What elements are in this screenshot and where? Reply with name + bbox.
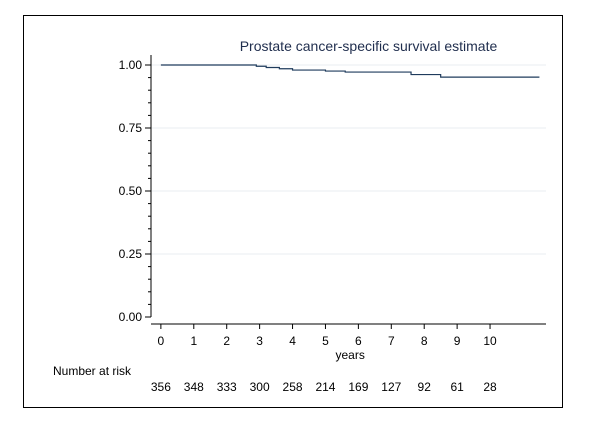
risk-count: 348 bbox=[184, 380, 204, 394]
risk-count: 61 bbox=[450, 380, 464, 394]
risk-count: 28 bbox=[483, 380, 497, 394]
x-axis-label: years bbox=[335, 348, 364, 362]
y-tick-label: 0.50 bbox=[119, 184, 143, 198]
risk-count: 169 bbox=[348, 380, 368, 394]
survival-curve bbox=[160, 64, 540, 78]
x-tick-label: 4 bbox=[289, 334, 296, 348]
risk-count: 92 bbox=[418, 380, 432, 394]
x-tick-label: 10 bbox=[483, 334, 497, 348]
risk-count: 333 bbox=[217, 380, 237, 394]
chart-title: Prostate cancer-specific survival estima… bbox=[240, 38, 498, 54]
risk-count: 356 bbox=[151, 380, 171, 394]
risk-count: 258 bbox=[283, 380, 303, 394]
x-tick-label: 8 bbox=[421, 334, 428, 348]
risk-count: 300 bbox=[250, 380, 270, 394]
risk-count: 127 bbox=[381, 380, 401, 394]
y-tick-label: 1.00 bbox=[119, 58, 143, 72]
y-tick-label: 0.00 bbox=[119, 310, 143, 324]
y-tick-label: 0.25 bbox=[119, 247, 143, 261]
x-tick-label: 7 bbox=[388, 334, 395, 348]
survival-chart: Prostate cancer-specific survival estima… bbox=[53, 38, 546, 394]
x-tick-label: 5 bbox=[322, 334, 329, 348]
x-tick-label: 3 bbox=[256, 334, 263, 348]
x-tick-label: 1 bbox=[190, 334, 197, 348]
y-tick-label: 0.75 bbox=[119, 121, 143, 135]
x-tick-label: 0 bbox=[158, 334, 165, 348]
risk-table-label: Number at risk bbox=[53, 364, 132, 378]
risk-count: 214 bbox=[315, 380, 335, 394]
x-tick-label: 2 bbox=[223, 334, 230, 348]
x-tick-label: 9 bbox=[454, 334, 461, 348]
x-tick-label: 6 bbox=[355, 334, 362, 348]
figure-frame: Prostate cancer-specific survival estima… bbox=[23, 15, 563, 408]
